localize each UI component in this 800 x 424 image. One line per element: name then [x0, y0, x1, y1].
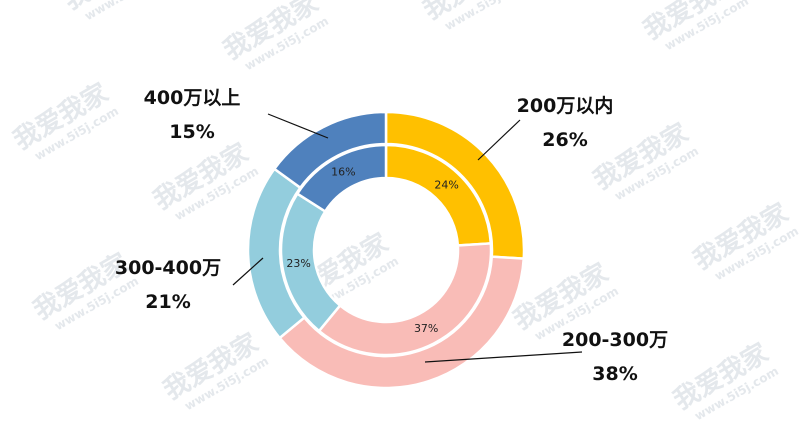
labels: 24% 37% 23% 16% 200万以内 26% 200-300万 38% 300-400万…: [115, 87, 668, 385]
value-label: 21%: [145, 291, 190, 313]
value-label: 37%: [414, 322, 438, 335]
category-label: 200万以内: [517, 94, 614, 117]
value-label: 38%: [592, 363, 637, 385]
value-label: 24%: [434, 178, 458, 191]
category-label: 300-400万: [115, 257, 221, 279]
leader-line: [424, 351, 583, 363]
value-label: 26%: [542, 129, 587, 151]
leader-line: [267, 113, 329, 139]
value-label: 16%: [331, 165, 355, 178]
value-label: 23%: [286, 257, 310, 270]
donut: [246, 110, 526, 390]
donut-segment: [317, 242, 493, 357]
value-label: 15%: [169, 121, 214, 143]
watermark-url: www.5i5j.com: [82, 0, 171, 23]
leader-lines: [232, 113, 583, 363]
leader-line: [477, 119, 521, 161]
category-label: 400万以上: [144, 87, 241, 109]
category-label: 200-300万: [562, 329, 668, 351]
donut-segment: [295, 143, 388, 214]
leader-line: [232, 257, 264, 286]
